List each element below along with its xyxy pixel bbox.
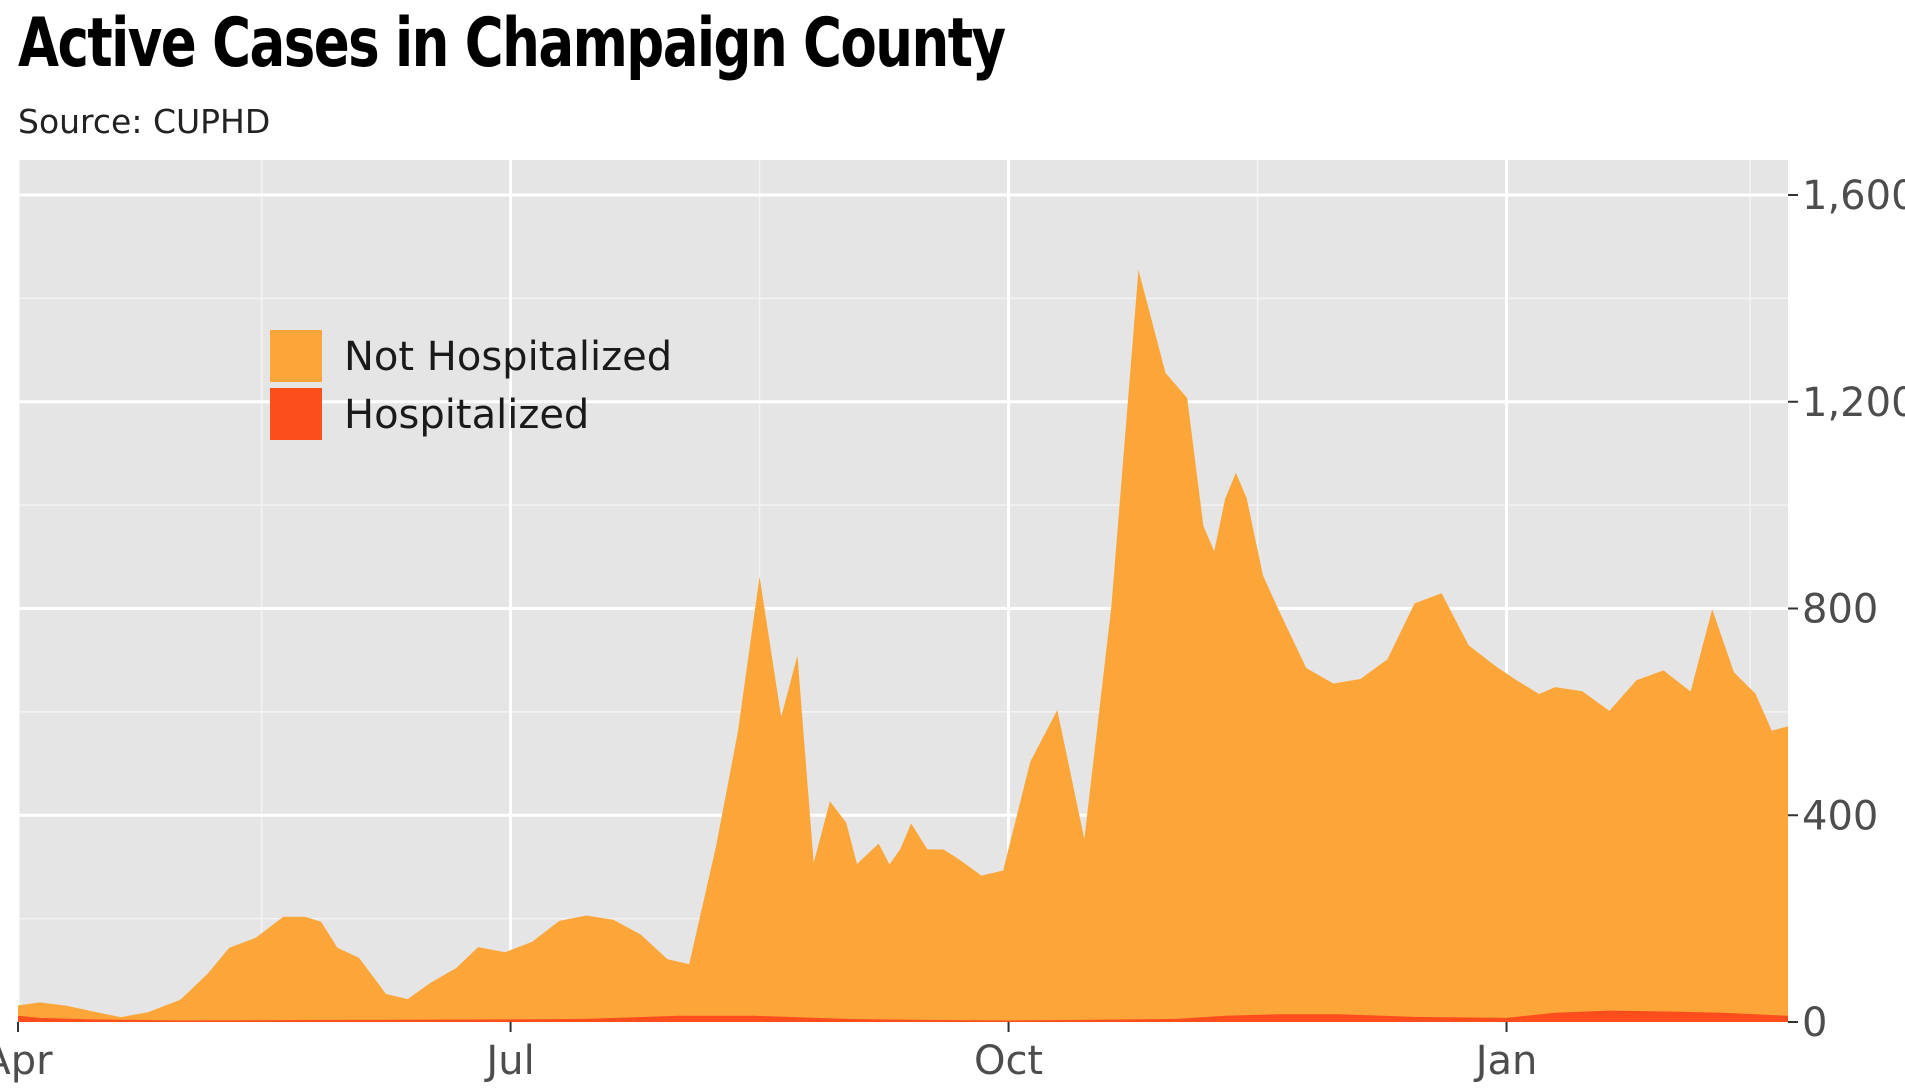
- x-tick-label: Apr: [0, 1038, 53, 1084]
- axis-layer: 0 400 800 1,200 1,600 Apr Jul Oct Jan: [0, 173, 1905, 1084]
- x-tick-label: Jul: [483, 1038, 534, 1084]
- area-hospitalized: [18, 1010, 1788, 1022]
- y-tick-label: 0: [1802, 1000, 1827, 1046]
- chart-title: Active Cases in Champaign County: [18, 4, 1006, 83]
- x-tick-label: Oct: [974, 1038, 1043, 1084]
- area-not-hospitalized: [18, 269, 1788, 1022]
- legend-swatch-not-hospitalized: [270, 330, 322, 382]
- y-tick-label: 400: [1802, 793, 1878, 839]
- legend-swatch-hospitalized: [270, 388, 322, 440]
- legend-label-hospitalized: Hospitalized: [344, 392, 589, 438]
- chart-subtitle: Source: CUPHD: [18, 102, 271, 141]
- y-tick-label: 1,600: [1802, 173, 1905, 219]
- x-tick-label: Jan: [1473, 1038, 1538, 1084]
- y-tick-label: 1,200: [1802, 380, 1905, 426]
- series-layer: [18, 269, 1788, 1022]
- legend: Not Hospitalized Hospitalized: [270, 330, 672, 440]
- legend-label-not-hospitalized: Not Hospitalized: [344, 334, 672, 380]
- y-tick-label: 800: [1802, 587, 1878, 633]
